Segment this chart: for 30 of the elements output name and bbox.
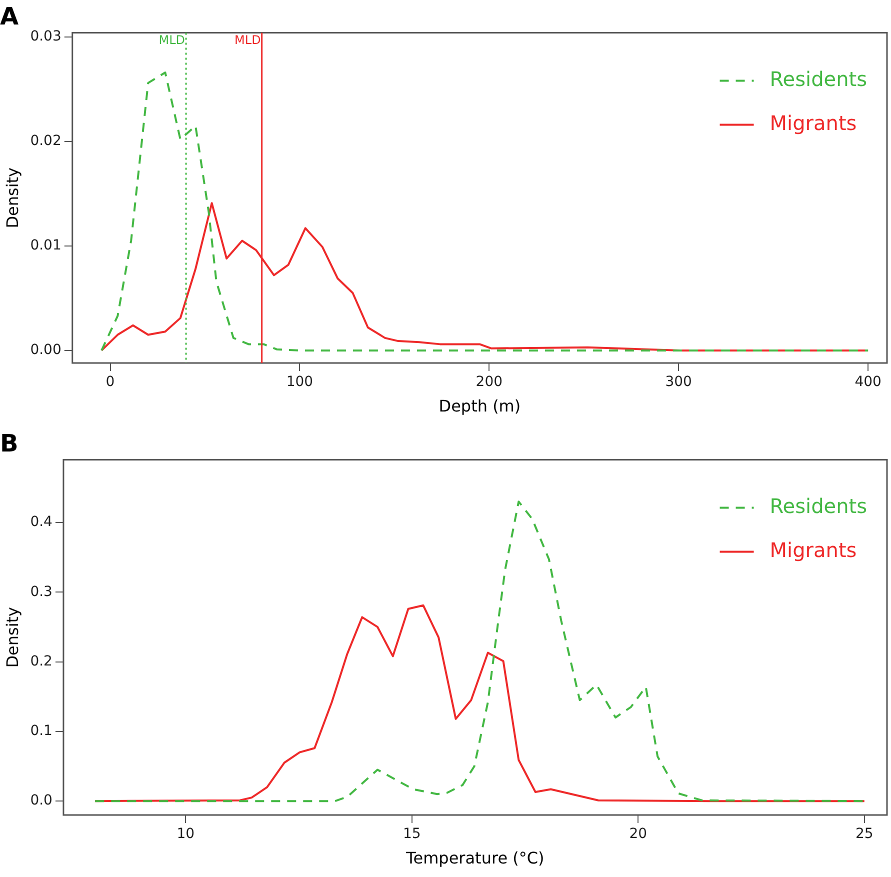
legend-label: Residents: [770, 67, 867, 92]
ref-line-label: MLD: [158, 32, 186, 47]
x-tick-label: 0: [106, 374, 115, 390]
y-tick-label: 0.1: [30, 723, 52, 740]
y-tick-label: 0.01: [30, 238, 62, 254]
y-tick-label: 0.3: [30, 584, 52, 600]
chart-title: A: [0, 2, 19, 31]
legend-label: Residents: [770, 494, 867, 518]
x-tick-label: 10: [176, 826, 195, 842]
legend-label: Migrants: [770, 538, 857, 562]
y-tick-label: 0.4: [30, 514, 53, 530]
y-tick-label: 0.03: [30, 28, 62, 45]
y-tick-label: 0.2: [30, 653, 52, 670]
y-tick-label: 0.0: [30, 792, 52, 809]
x-tick-label: 100: [286, 374, 314, 390]
x-tick-label: 20: [629, 826, 648, 842]
legend-label: Migrants: [770, 111, 857, 136]
ref-line-label: MLD: [234, 32, 261, 47]
y-axis-title: Density: [2, 606, 22, 668]
x-tick-label: 300: [665, 374, 692, 390]
x-tick-label: 200: [476, 374, 503, 390]
y-tick-label: 0.00: [30, 342, 62, 358]
x-axis-title: Temperature (°C): [405, 848, 544, 868]
x-tick-label: 400: [854, 374, 882, 390]
x-tick-label: 15: [402, 826, 421, 842]
x-axis-title: Depth (m): [438, 396, 521, 416]
y-tick-label: 0.02: [30, 133, 62, 150]
y-axis-title: Density: [2, 167, 22, 228]
x-tick-label: 25: [855, 826, 874, 842]
chart-title: B: [0, 430, 18, 458]
